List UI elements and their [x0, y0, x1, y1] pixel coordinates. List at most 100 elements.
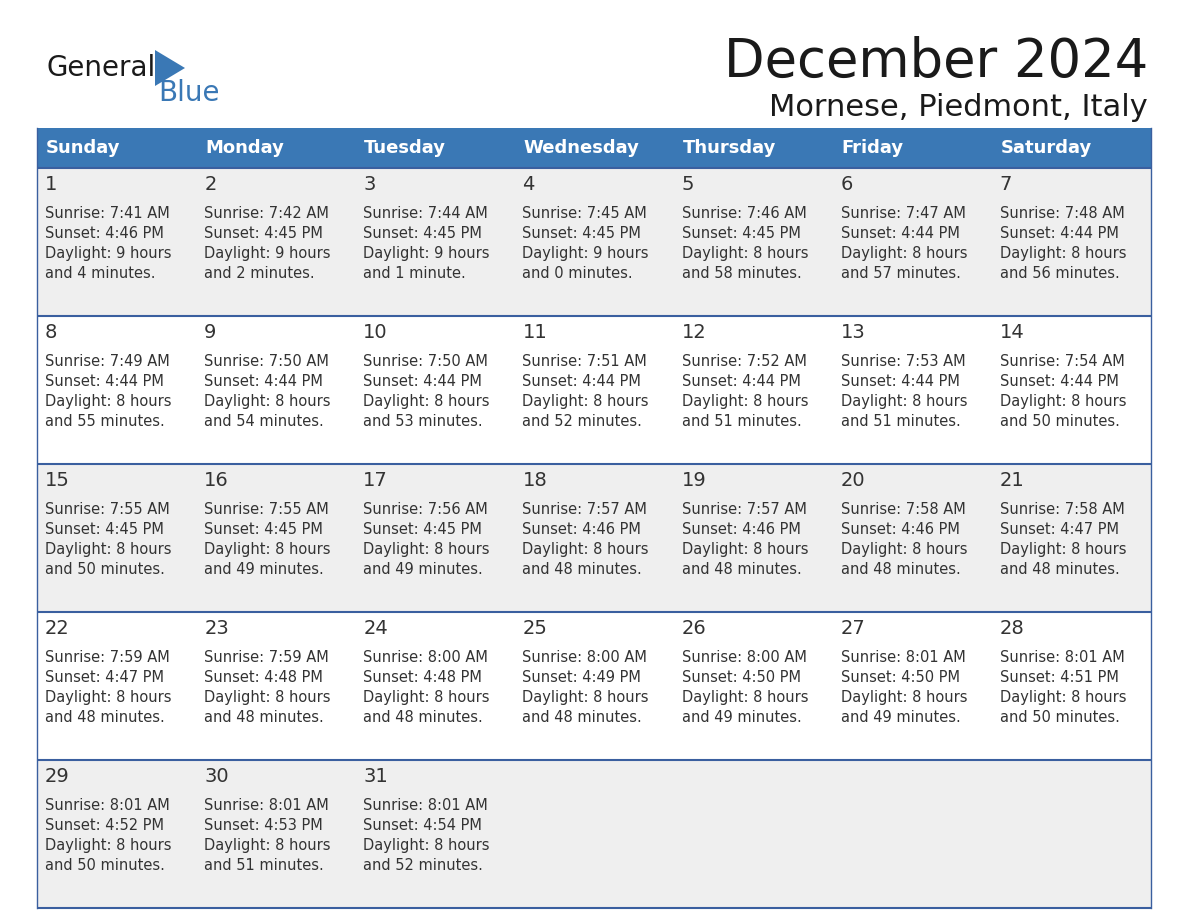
Text: 6: 6 — [841, 174, 853, 194]
Text: Sunset: 4:44 PM: Sunset: 4:44 PM — [841, 374, 960, 389]
Text: 13: 13 — [841, 322, 866, 341]
Bar — [37, 612, 1151, 760]
Text: 9: 9 — [204, 322, 216, 341]
Text: Sunrise: 8:01 AM: Sunrise: 8:01 AM — [1000, 650, 1125, 665]
Text: and 50 minutes.: and 50 minutes. — [1000, 710, 1120, 725]
Text: and 52 minutes.: and 52 minutes. — [523, 414, 643, 429]
Text: 26: 26 — [682, 619, 707, 637]
Text: Friday: Friday — [842, 139, 904, 157]
Text: Sunrise: 7:58 AM: Sunrise: 7:58 AM — [1000, 502, 1125, 517]
Text: Monday: Monday — [206, 139, 284, 157]
Bar — [514, 128, 674, 168]
Text: 28: 28 — [1000, 619, 1024, 637]
Bar — [833, 128, 992, 168]
Text: Daylight: 8 hours: Daylight: 8 hours — [204, 542, 330, 557]
Text: Daylight: 8 hours: Daylight: 8 hours — [841, 690, 967, 705]
Text: Daylight: 8 hours: Daylight: 8 hours — [45, 690, 171, 705]
Text: 29: 29 — [45, 767, 70, 786]
Text: Sunrise: 7:49 AM: Sunrise: 7:49 AM — [45, 354, 170, 369]
Text: Daylight: 8 hours: Daylight: 8 hours — [1000, 246, 1126, 261]
Text: 23: 23 — [204, 619, 229, 637]
Text: Sunrise: 7:42 AM: Sunrise: 7:42 AM — [204, 206, 329, 221]
Text: Sunset: 4:44 PM: Sunset: 4:44 PM — [523, 374, 642, 389]
Text: and 48 minutes.: and 48 minutes. — [841, 562, 960, 577]
Text: Sunset: 4:44 PM: Sunset: 4:44 PM — [45, 374, 164, 389]
Text: Sunset: 4:50 PM: Sunset: 4:50 PM — [841, 670, 960, 685]
Text: Sunrise: 8:01 AM: Sunrise: 8:01 AM — [45, 798, 170, 813]
Text: 3: 3 — [364, 174, 375, 194]
Text: Sunrise: 7:59 AM: Sunrise: 7:59 AM — [204, 650, 329, 665]
Text: Sunrise: 7:47 AM: Sunrise: 7:47 AM — [841, 206, 966, 221]
Bar — [37, 760, 1151, 908]
Text: Sunset: 4:51 PM: Sunset: 4:51 PM — [1000, 670, 1119, 685]
Text: Sunrise: 7:57 AM: Sunrise: 7:57 AM — [523, 502, 647, 517]
Text: Sunset: 4:54 PM: Sunset: 4:54 PM — [364, 818, 482, 833]
Text: Sunrise: 8:00 AM: Sunrise: 8:00 AM — [364, 650, 488, 665]
Text: Sunrise: 7:56 AM: Sunrise: 7:56 AM — [364, 502, 488, 517]
Polygon shape — [154, 50, 185, 86]
Text: 14: 14 — [1000, 322, 1024, 341]
Text: 27: 27 — [841, 619, 866, 637]
Text: Daylight: 8 hours: Daylight: 8 hours — [204, 394, 330, 409]
Text: and 48 minutes.: and 48 minutes. — [1000, 562, 1119, 577]
Text: and 56 minutes.: and 56 minutes. — [1000, 266, 1119, 281]
Text: and 50 minutes.: and 50 minutes. — [45, 562, 165, 577]
Text: Saturday: Saturday — [1000, 139, 1092, 157]
Text: Sunset: 4:45 PM: Sunset: 4:45 PM — [523, 226, 642, 241]
Text: 17: 17 — [364, 471, 388, 489]
Text: Sunrise: 7:55 AM: Sunrise: 7:55 AM — [204, 502, 329, 517]
Text: Blue: Blue — [158, 79, 220, 107]
Text: Sunset: 4:44 PM: Sunset: 4:44 PM — [682, 374, 801, 389]
Text: Daylight: 8 hours: Daylight: 8 hours — [364, 838, 489, 853]
Text: 21: 21 — [1000, 471, 1024, 489]
Text: Sunrise: 7:55 AM: Sunrise: 7:55 AM — [45, 502, 170, 517]
Text: Sunset: 4:45 PM: Sunset: 4:45 PM — [204, 226, 323, 241]
Text: and 58 minutes.: and 58 minutes. — [682, 266, 802, 281]
Text: 16: 16 — [204, 471, 229, 489]
Text: Daylight: 8 hours: Daylight: 8 hours — [364, 542, 489, 557]
Text: 5: 5 — [682, 174, 694, 194]
Text: Wednesday: Wednesday — [524, 139, 639, 157]
Bar — [355, 128, 514, 168]
Text: Sunrise: 7:44 AM: Sunrise: 7:44 AM — [364, 206, 488, 221]
Text: Daylight: 9 hours: Daylight: 9 hours — [204, 246, 330, 261]
Text: Sunset: 4:47 PM: Sunset: 4:47 PM — [1000, 522, 1119, 537]
Text: Sunset: 4:50 PM: Sunset: 4:50 PM — [682, 670, 801, 685]
Text: Sunday: Sunday — [46, 139, 120, 157]
Text: 10: 10 — [364, 322, 388, 341]
Text: Daylight: 8 hours: Daylight: 8 hours — [45, 838, 171, 853]
Text: and 50 minutes.: and 50 minutes. — [1000, 414, 1120, 429]
Text: Sunset: 4:52 PM: Sunset: 4:52 PM — [45, 818, 164, 833]
Text: Daylight: 8 hours: Daylight: 8 hours — [841, 542, 967, 557]
Text: and 55 minutes.: and 55 minutes. — [45, 414, 165, 429]
Text: and 48 minutes.: and 48 minutes. — [204, 710, 324, 725]
Text: and 49 minutes.: and 49 minutes. — [364, 562, 484, 577]
Text: General: General — [48, 54, 157, 82]
Text: and 51 minutes.: and 51 minutes. — [841, 414, 960, 429]
Text: 30: 30 — [204, 767, 229, 786]
Text: Sunrise: 7:53 AM: Sunrise: 7:53 AM — [841, 354, 966, 369]
Text: Sunset: 4:46 PM: Sunset: 4:46 PM — [682, 522, 801, 537]
Text: Sunset: 4:47 PM: Sunset: 4:47 PM — [45, 670, 164, 685]
Text: Sunset: 4:45 PM: Sunset: 4:45 PM — [682, 226, 801, 241]
Text: and 51 minutes.: and 51 minutes. — [204, 858, 324, 873]
Text: 24: 24 — [364, 619, 388, 637]
Text: and 48 minutes.: and 48 minutes. — [523, 562, 643, 577]
Text: December 2024: December 2024 — [723, 36, 1148, 88]
Text: Daylight: 8 hours: Daylight: 8 hours — [1000, 542, 1126, 557]
Text: Sunrise: 7:41 AM: Sunrise: 7:41 AM — [45, 206, 170, 221]
Text: Daylight: 8 hours: Daylight: 8 hours — [204, 838, 330, 853]
Text: and 48 minutes.: and 48 minutes. — [682, 562, 802, 577]
Text: Sunset: 4:44 PM: Sunset: 4:44 PM — [841, 226, 960, 241]
Text: and 49 minutes.: and 49 minutes. — [841, 710, 960, 725]
Text: and 54 minutes.: and 54 minutes. — [204, 414, 324, 429]
Bar — [37, 168, 1151, 316]
Text: Daylight: 8 hours: Daylight: 8 hours — [364, 690, 489, 705]
Text: Daylight: 8 hours: Daylight: 8 hours — [682, 690, 808, 705]
Text: Daylight: 8 hours: Daylight: 8 hours — [364, 394, 489, 409]
Bar — [992, 128, 1151, 168]
Text: Daylight: 8 hours: Daylight: 8 hours — [523, 690, 649, 705]
Text: Sunrise: 7:50 AM: Sunrise: 7:50 AM — [364, 354, 488, 369]
Text: Daylight: 8 hours: Daylight: 8 hours — [1000, 690, 1126, 705]
Text: Daylight: 9 hours: Daylight: 9 hours — [45, 246, 171, 261]
